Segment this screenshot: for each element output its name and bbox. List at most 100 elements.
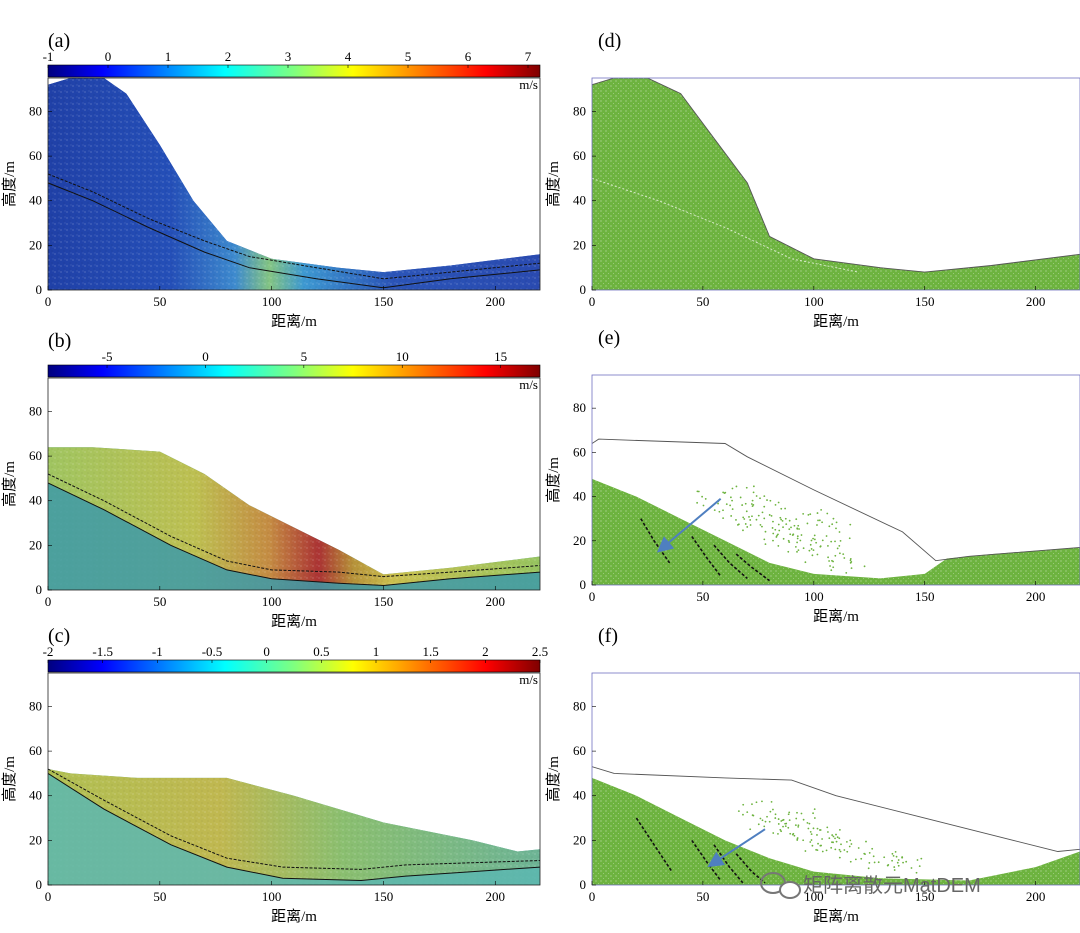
debris-particle	[883, 856, 886, 859]
debris-particle	[877, 861, 880, 864]
debris-particle	[779, 828, 782, 831]
y-tick-label: 80	[29, 698, 42, 713]
debris-particle	[763, 538, 766, 541]
debris-particle	[796, 541, 799, 544]
debris-particle	[761, 511, 764, 514]
debris-particle	[777, 501, 780, 504]
debris-particle	[735, 485, 738, 488]
debris-particle	[808, 822, 811, 825]
crack-line	[713, 844, 744, 884]
debris-particle	[838, 828, 841, 831]
x-tick-label: 150	[374, 889, 394, 904]
debris-particle	[744, 502, 747, 505]
debris-particle	[872, 855, 875, 858]
debris-particle	[916, 859, 919, 861]
debris-particle	[787, 813, 790, 816]
debris-particle	[739, 496, 742, 499]
debris-particle	[742, 813, 744, 816]
debris-particle	[891, 852, 894, 855]
debris-particle	[829, 565, 831, 567]
plot-frame	[591, 77, 1080, 291]
debris-particle	[901, 856, 904, 859]
debris-particle	[834, 554, 837, 557]
debris-particle	[835, 840, 838, 843]
debris-particle	[835, 833, 837, 836]
x-tick-label: 200	[486, 594, 506, 609]
debris-particle	[821, 838, 824, 840]
debris-particle	[749, 828, 752, 831]
y-tick-label: 40	[29, 193, 42, 208]
debris-particle	[788, 811, 791, 814]
debris-particle	[838, 848, 841, 851]
colorbar-gradient	[47, 64, 541, 78]
stable-bedrock	[48, 482, 540, 590]
debris-particle	[797, 824, 800, 827]
x-tick-label: 0	[45, 594, 52, 609]
debris-particle	[894, 850, 897, 853]
x-tick-label: 0	[45, 294, 52, 309]
debris-particle	[850, 843, 853, 845]
colorbar-tick-label: 4	[345, 49, 352, 64]
x-tick-label: 200	[1026, 889, 1046, 904]
x-tick-label: 100	[804, 294, 824, 309]
debris-particle	[770, 800, 773, 803]
debris-particle	[817, 519, 819, 522]
initial-surface-line	[592, 78, 1080, 273]
debris-particle	[838, 837, 841, 840]
debris-particle	[779, 516, 782, 519]
debris-particle	[836, 836, 839, 839]
panel-label: (c)	[48, 625, 70, 647]
debris-particle	[745, 486, 748, 489]
debris-particle	[772, 832, 775, 834]
debris-particle	[782, 818, 785, 821]
colorbar-tick-label: -0.5	[202, 644, 223, 659]
debris-particle	[811, 844, 814, 847]
plot-body	[592, 766, 1080, 885]
debris-particle	[863, 565, 866, 568]
debris-particle	[831, 841, 833, 844]
debris-particle	[834, 837, 836, 840]
debris-particle	[832, 835, 835, 838]
debris-particle	[897, 859, 900, 861]
debris-particle	[789, 832, 792, 835]
debris-particle	[854, 858, 857, 861]
debris-particle	[766, 815, 768, 818]
debris-particle	[795, 817, 798, 820]
debris-particle	[774, 503, 777, 506]
x-tick-label: 100	[804, 589, 824, 604]
plot-frame	[591, 672, 1080, 886]
debris-particle	[816, 524, 818, 526]
debris-particle	[826, 512, 829, 515]
debris-particle	[893, 869, 896, 871]
debris-particle	[796, 839, 799, 841]
x-tick-label: 50	[696, 589, 709, 604]
slip-line	[48, 473, 540, 578]
x-tick-label: 50	[153, 889, 166, 904]
y-tick-label: 60	[573, 444, 586, 459]
y-axis-label: 高度/m	[545, 756, 562, 802]
debris-particle	[831, 559, 833, 562]
crack-line	[735, 553, 770, 582]
debris-particle	[722, 517, 725, 520]
x-tick-label: 100	[262, 889, 282, 904]
colorbar-tick-label: 0	[263, 644, 270, 659]
debris-particle	[809, 513, 812, 516]
debris-particle	[722, 509, 724, 512]
debris-particle	[849, 557, 852, 560]
movement-arrow	[707, 828, 766, 868]
y-tick-label: 80	[573, 400, 586, 415]
debris-particle	[819, 844, 822, 847]
debris-particle	[772, 808, 774, 811]
y-tick-label: 20	[29, 832, 42, 847]
stable-bedrock	[48, 773, 540, 885]
debris-particle	[718, 510, 721, 513]
debris-particle	[730, 515, 733, 517]
debris-particle	[807, 514, 810, 516]
debris-particle	[797, 524, 800, 527]
debris-particle	[804, 850, 807, 852]
debris-particle	[830, 569, 833, 572]
debris-particle	[895, 855, 898, 858]
debris-particle	[755, 495, 758, 497]
debris-particle	[761, 819, 764, 822]
debris-particle	[848, 845, 851, 848]
